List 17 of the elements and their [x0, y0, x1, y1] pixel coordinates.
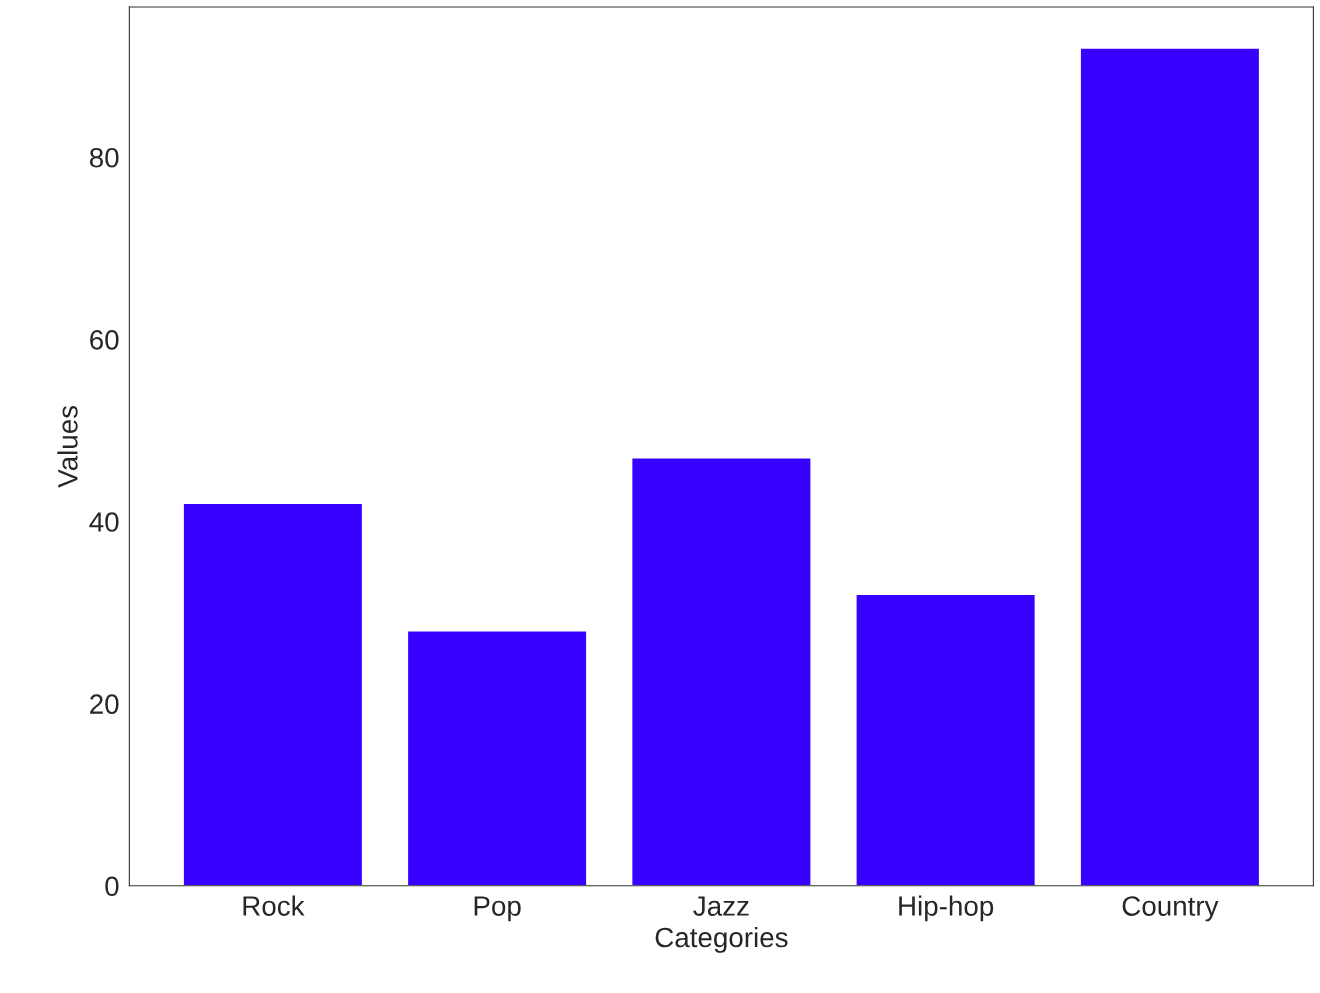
- bar: [406, 630, 588, 886]
- y-tick-label: 80: [89, 147, 119, 168]
- x-tick-label: Rock: [243, 895, 305, 916]
- bar: [182, 502, 364, 886]
- bar: [855, 593, 1037, 886]
- y-tick-label: 0: [105, 876, 119, 897]
- x-tick-label: Country: [1122, 896, 1219, 922]
- x-axis-title: Categories: [655, 926, 788, 953]
- y-tick-label: 40: [89, 512, 119, 532]
- y-tick-label: 60: [90, 330, 119, 350]
- bar: [1079, 47, 1261, 886]
- y-axis-title: Values: [57, 405, 78, 488]
- y-tick-label: 20: [90, 694, 119, 714]
- x-tick-label: Hip-hop: [899, 895, 994, 922]
- x-tick-label: Pop: [474, 896, 521, 922]
- bar: [630, 457, 812, 886]
- x-tick-label: Jazz: [693, 896, 749, 916]
